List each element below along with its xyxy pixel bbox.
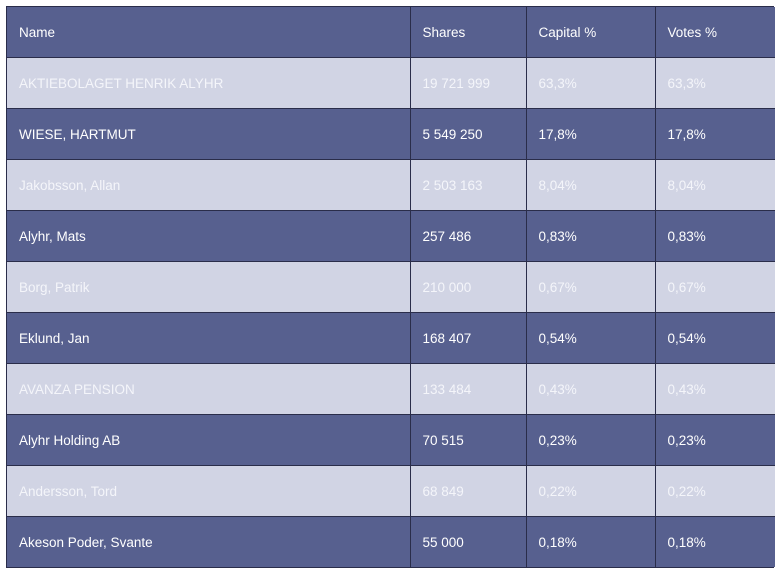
cell-votes: 0,23%: [654, 414, 775, 466]
cell-name: Alyhr, Mats: [7, 210, 410, 262]
table-row: Borg, Patrik 210 000 0,67% 0,67%: [7, 261, 775, 313]
cell-shares: 210 000: [409, 261, 526, 313]
cell-votes: 0,22%: [654, 465, 775, 517]
cell-name: AKTIEBOLAGET HENRIK ALYHR: [7, 57, 410, 109]
shareholders-table-container: Name Shares Capital % Votes % AKTIEBOLAG…: [6, 6, 775, 568]
column-header-name: Name: [7, 7, 410, 58]
cell-shares: 168 407: [409, 312, 526, 364]
table-row: Andersson, Tord 68 849 0,22% 0,22%: [7, 465, 775, 517]
shareholders-table: Name Shares Capital % Votes % AKTIEBOLAG…: [7, 7, 775, 567]
column-header-shares: Shares: [409, 7, 526, 58]
cell-votes: 0,54%: [654, 312, 775, 364]
table-row: Eklund, Jan 168 407 0,54% 0,54%: [7, 312, 775, 364]
cell-shares: 19 721 999: [409, 57, 526, 109]
cell-votes: 0,43%: [654, 363, 775, 415]
cell-name: Alyhr Holding AB: [7, 414, 410, 466]
cell-name: Jakobsson, Allan: [7, 159, 410, 211]
cell-capital: 63,3%: [525, 57, 655, 109]
cell-capital: 0,54%: [525, 312, 655, 364]
table-body: AKTIEBOLAGET HENRIK ALYHR 19 721 999 63,…: [7, 57, 775, 567]
cell-capital: 0,67%: [525, 261, 655, 313]
cell-capital: 0,22%: [525, 465, 655, 517]
cell-votes: 63,3%: [654, 57, 775, 109]
cell-shares: 5 549 250: [409, 108, 526, 160]
cell-votes: 17,8%: [654, 108, 775, 160]
cell-shares: 55 000: [409, 516, 526, 567]
cell-capital: 17,8%: [525, 108, 655, 160]
cell-capital: 0,18%: [525, 516, 655, 567]
table-row: AKTIEBOLAGET HENRIK ALYHR 19 721 999 63,…: [7, 57, 775, 109]
table-row: Jakobsson, Allan 2 503 163 8,04% 8,04%: [7, 159, 775, 211]
column-header-votes: Votes %: [654, 7, 775, 58]
cell-shares: 133 484: [409, 363, 526, 415]
cell-shares: 2 503 163: [409, 159, 526, 211]
table-row: AVANZA PENSION 133 484 0,43% 0,43%: [7, 363, 775, 415]
cell-shares: 68 849: [409, 465, 526, 517]
cell-capital: 0,83%: [525, 210, 655, 262]
cell-name: AVANZA PENSION: [7, 363, 410, 415]
cell-votes: 0,83%: [654, 210, 775, 262]
cell-shares: 70 515: [409, 414, 526, 466]
table-header-row: Name Shares Capital % Votes %: [7, 7, 775, 58]
cell-votes: 0,67%: [654, 261, 775, 313]
cell-shares: 257 486: [409, 210, 526, 262]
cell-votes: 8,04%: [654, 159, 775, 211]
cell-capital: 0,43%: [525, 363, 655, 415]
table-row: WIESE, HARTMUT 5 549 250 17,8% 17,8%: [7, 108, 775, 160]
cell-name: Borg, Patrik: [7, 261, 410, 313]
cell-capital: 0,23%: [525, 414, 655, 466]
table-row: Alyhr Holding AB 70 515 0,23% 0,23%: [7, 414, 775, 466]
cell-name: WIESE, HARTMUT: [7, 108, 410, 160]
table-row: Alyhr, Mats 257 486 0,83% 0,83%: [7, 210, 775, 262]
cell-votes: 0,18%: [654, 516, 775, 567]
column-header-capital: Capital %: [525, 7, 655, 58]
cell-capital: 8,04%: [525, 159, 655, 211]
cell-name: Andersson, Tord: [7, 465, 410, 517]
cell-name: Akeson Poder, Svante: [7, 516, 410, 567]
table-row: Akeson Poder, Svante 55 000 0,18% 0,18%: [7, 516, 775, 567]
cell-name: Eklund, Jan: [7, 312, 410, 364]
